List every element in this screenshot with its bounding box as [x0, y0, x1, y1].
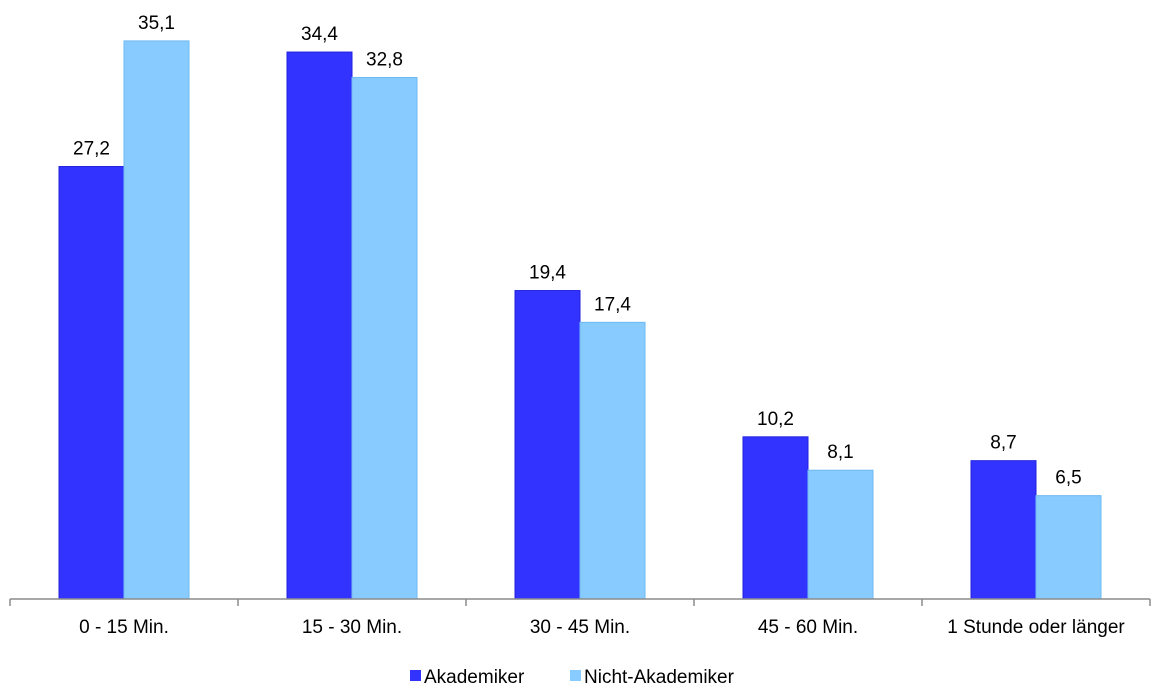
- bar-akademiker-3: [742, 436, 809, 600]
- legend-swatch: [570, 670, 581, 681]
- bar-nicht-akademiker-4: [1035, 495, 1102, 600]
- data-label: 27,2: [73, 139, 110, 160]
- x-tick-label: 45 - 60 Min.: [758, 617, 858, 638]
- data-label: 35,1: [138, 13, 175, 34]
- x-tick-label: 1 Stunde oder länger: [947, 617, 1125, 638]
- data-label: 6,5: [1055, 468, 1081, 489]
- bar-akademiker-2: [514, 290, 581, 600]
- bar-akademiker-1: [286, 51, 353, 600]
- data-label: 17,4: [594, 294, 631, 315]
- bar-nicht-akademiker-1: [351, 76, 418, 600]
- data-label: 8,1: [827, 442, 853, 463]
- legend-label: Akademiker: [424, 667, 525, 688]
- bar-nicht-akademiker-3: [807, 469, 874, 600]
- legend-label: Nicht-Akademiker: [584, 667, 735, 688]
- bar-akademiker-4: [970, 460, 1037, 600]
- x-tick-label: 30 - 45 Min.: [530, 617, 630, 638]
- value-labels-layer: 27,2 35,1 34,4 32,8 19,4 17,4 10,2 8,1 8,7 6,5: [73, 13, 1082, 489]
- bar-nicht-akademiker-0: [123, 40, 190, 600]
- x-axis: 0 - 15 Min. 15 - 30 Min. 30 - 45 Min. 45 - …: [9, 598, 1151, 638]
- data-label: 34,4: [301, 24, 338, 45]
- legend-swatch: [410, 670, 421, 681]
- bar-nicht-akademiker-2: [579, 321, 646, 600]
- x-tick-label: 0 - 15 Min.: [79, 617, 169, 638]
- data-label: 10,2: [757, 409, 794, 430]
- data-label: 19,4: [529, 263, 566, 284]
- legend: Akademiker Nicht-Akademiker: [410, 667, 735, 688]
- x-tick-label: 15 - 30 Min.: [302, 617, 402, 638]
- data-label: 32,8: [366, 49, 403, 70]
- data-label: 8,7: [990, 433, 1016, 454]
- bar-akademiker-0: [58, 166, 125, 600]
- bars-layer: [58, 40, 1102, 600]
